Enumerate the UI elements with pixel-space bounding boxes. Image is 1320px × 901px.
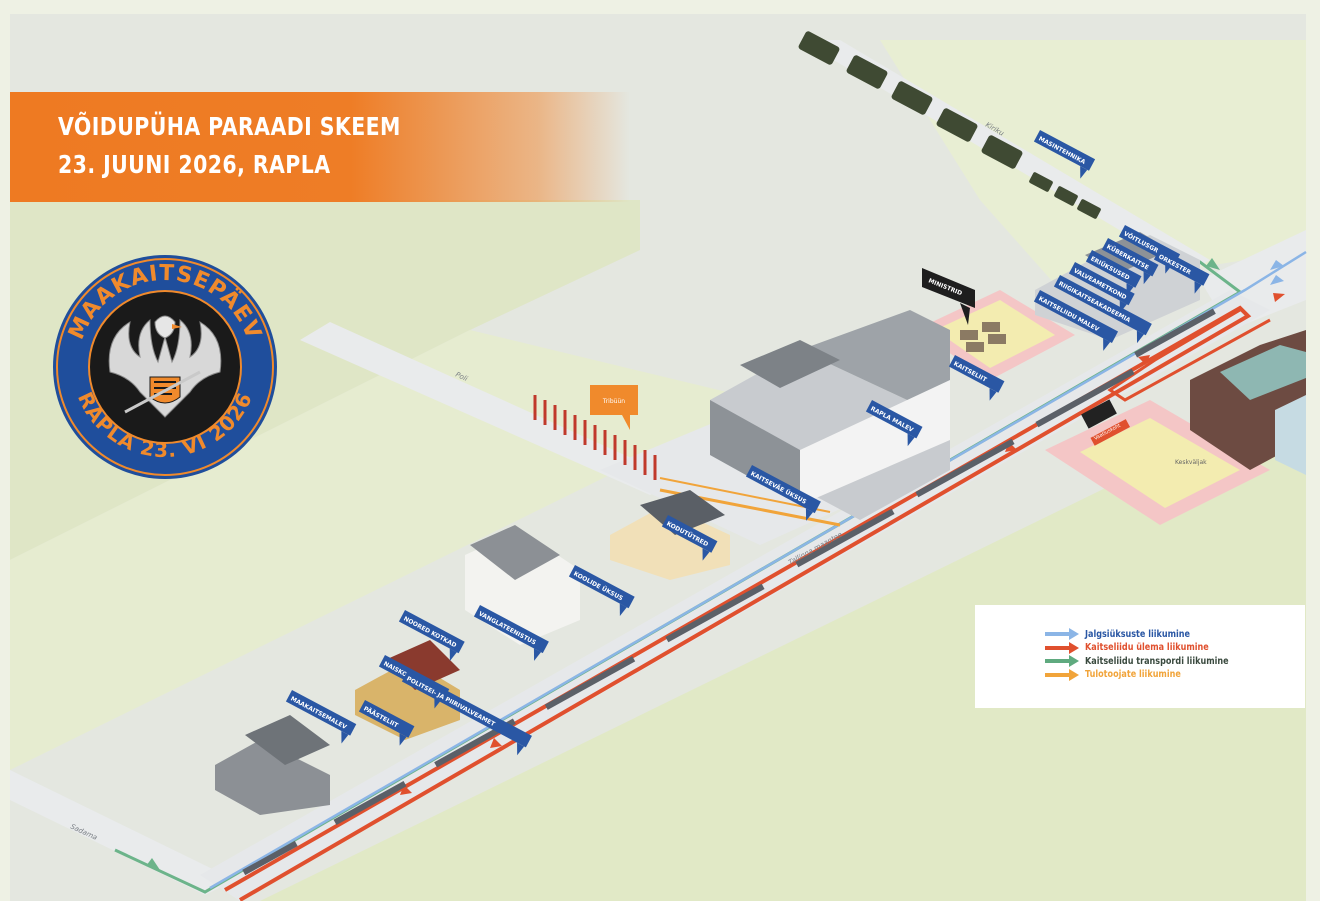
arrow-red-1 — [490, 738, 502, 748]
zone-lower-inner — [1080, 418, 1240, 508]
grass-right — [880, 40, 1306, 290]
tribune-label: Tribüün — [602, 398, 625, 405]
legend-label: Kaitseliidu ülema liikumine — [1085, 642, 1209, 653]
legend-item: Kaitseliidu transpordi liikumine — [1045, 654, 1254, 668]
arrow-green-2 — [1206, 258, 1220, 270]
legend-item: Tulotoojate liikumine — [1045, 668, 1198, 682]
emblem: MAAKAITSEPÄEV RAPLA 23. VI 2026 — [53, 255, 277, 479]
square-label: Keskväljak — [1175, 459, 1207, 466]
supply-boxes — [960, 322, 1006, 352]
arrow-red-5 — [1138, 355, 1150, 365]
military-vehicles — [798, 31, 1101, 219]
legend-label: Tulotoojate liikumine — [1085, 669, 1181, 680]
arrow-red-4 — [1273, 293, 1285, 302]
legend: Jalgsiüksuste liikumine Kaitseliidu ülema… — [975, 605, 1305, 708]
route-yellow-2 — [659, 477, 831, 513]
square-plaza — [600, 420, 860, 545]
arrow-blue-2 — [1270, 275, 1284, 285]
page-title: VÕIDUPÜHA PARAADI SKEEM — [58, 112, 401, 141]
legend-arrow-icon — [1045, 655, 1079, 667]
route-red-loop — [1107, 308, 1271, 402]
flag-row — [533, 395, 657, 480]
route-blue — [209, 250, 1307, 890]
building-house-1 — [215, 715, 330, 815]
legend-item: Kaitseliidu ülema liikumine — [1045, 641, 1231, 655]
eagle-icon — [108, 315, 222, 418]
tribune-tag: Tribüün — [590, 385, 638, 430]
sadama-road — [10, 770, 235, 895]
arrow-blue-1 — [1270, 260, 1284, 270]
title-banner — [10, 92, 630, 202]
building-house-4 — [610, 490, 730, 580]
legend-arrow-icon — [1045, 628, 1079, 640]
building-large-center — [710, 310, 950, 520]
legend-arrow-icon — [1045, 668, 1079, 681]
ministers-tag: MINISTRID — [922, 268, 975, 325]
grass-bottom — [260, 390, 1306, 901]
legend-arrow-icon — [1045, 641, 1079, 654]
legend-label: Jalgsiüksuste liikumine — [1085, 628, 1191, 640]
arrow-green-1 — [146, 858, 160, 870]
parade-units — [242, 308, 1216, 876]
poli-road — [300, 322, 680, 495]
page-subtitle: 23. JUUNI 2026, RAPLA — [58, 150, 331, 179]
tribune-box — [1081, 399, 1117, 429]
route-red — [224, 305, 1252, 901]
building-far-right — [1190, 330, 1306, 475]
legend-label: Kaitseliidu transpordi liikumine — [1085, 655, 1229, 667]
legend-item: Jalgsiüksuste liikumine — [1045, 627, 1209, 641]
